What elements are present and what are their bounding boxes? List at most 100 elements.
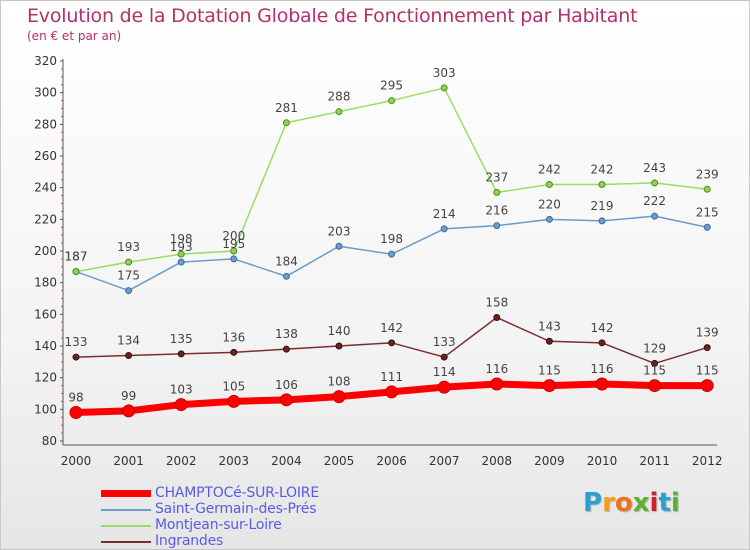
data-point-champtoce-sur-loire [227, 394, 241, 408]
chart-subtitle: (en € et par an) [27, 29, 122, 43]
data-label-ingrandes: 136 [222, 330, 245, 344]
data-label-ingrandes: 143 [538, 319, 561, 333]
data-label-champtoce-sur-loire: 114 [433, 365, 456, 379]
data-point-ingrandes [440, 353, 448, 361]
axes: 80 100 120 140 160 180 200 220 240 260 280 300 320 20… [34, 54, 722, 468]
data-label-saint-germain-des-pre-s: 193 [170, 240, 193, 254]
y-tick-label: 280 [34, 117, 57, 131]
logo-letter: i [670, 488, 680, 518]
data-point-montjean-sur-loire [388, 97, 396, 105]
logo-letter: i [649, 488, 659, 518]
data-label-ingrandes: 142 [591, 321, 614, 335]
data-label-montjean-sur-loire: 242 [591, 163, 614, 177]
data-label-champtoce-sur-loire: 99 [121, 389, 136, 403]
value-labels: 187 175 193 195 184 203 198 214 216 220 219 222 215 1… [65, 66, 719, 405]
x-tick-label: 2011 [639, 454, 670, 468]
data-point-saint-germain-des-pre-s [598, 217, 606, 225]
data-point-champtoce-sur-loire [174, 398, 188, 412]
data-label-montjean-sur-loire: 239 [696, 167, 719, 181]
y-tick-label: 160 [34, 307, 57, 321]
x-tick-label: 2008 [482, 454, 513, 468]
y-tick-label: 120 [34, 371, 57, 385]
data-label-montjean-sur-loire: 288 [328, 90, 351, 104]
series-group [69, 84, 714, 419]
data-point-montjean-sur-loire [440, 84, 448, 92]
x-tick-label: 2012 [692, 454, 723, 468]
data-label-ingrandes: 138 [275, 327, 298, 341]
data-point-champtoce-sur-loire [700, 379, 714, 393]
data-point-champtoce-sur-loire [595, 377, 609, 391]
data-label-ingrandes: 134 [117, 334, 140, 348]
data-label-saint-germain-des-pre-s: 222 [643, 194, 666, 208]
logo-letter: x [632, 488, 650, 518]
data-point-champtoce-sur-loire [122, 404, 136, 418]
data-label-saint-germain-des-pre-s: 187 [65, 250, 88, 264]
legend-label-saint-germain: Saint-Germain-des-Prés [155, 501, 317, 517]
x-tick-label: 2010 [587, 454, 618, 468]
data-label-champtoce-sur-loire: 98 [68, 391, 83, 405]
y-tick-label: 220 [34, 212, 57, 226]
data-label-champtoce-sur-loire: 111 [380, 370, 403, 384]
data-label-champtoce-sur-loire: 105 [222, 379, 245, 393]
y-tick-label: 140 [34, 339, 57, 353]
data-label-ingrandes: 139 [696, 326, 719, 340]
data-label-champtoce-sur-loire: 116 [485, 362, 508, 376]
legend-label-ingrandes: Ingrandes [155, 533, 224, 549]
data-point-saint-germain-des-pre-s [388, 250, 396, 258]
data-point-ingrandes [598, 339, 606, 347]
data-point-ingrandes [230, 348, 238, 356]
data-label-saint-germain-des-pre-s: 203 [328, 224, 351, 238]
data-label-ingrandes: 142 [380, 321, 403, 335]
data-label-montjean-sur-loire: 193 [117, 240, 140, 254]
data-point-saint-germain-des-pre-s [440, 225, 448, 233]
data-label-ingrandes: 158 [485, 296, 508, 310]
x-tick-label: 2000 [61, 454, 92, 468]
logo-letter: P [583, 488, 603, 518]
data-point-montjean-sur-loire [72, 268, 80, 276]
data-point-champtoce-sur-loire [69, 406, 83, 419]
data-point-montjean-sur-loire [177, 250, 185, 258]
data-point-ingrandes [545, 337, 553, 345]
data-label-saint-germain-des-pre-s: 214 [433, 207, 456, 221]
data-point-montjean-sur-loire [282, 119, 290, 127]
data-point-champtoce-sur-loire [437, 380, 451, 394]
data-point-saint-germain-des-pre-s [177, 258, 185, 266]
data-label-saint-germain-des-pre-s: 175 [117, 269, 140, 283]
x-tick-label: 2005 [324, 454, 355, 468]
data-point-ingrandes [282, 345, 290, 353]
legend-swatch-champtoce [101, 490, 151, 497]
logo-letter: t [658, 488, 671, 518]
y-tick-label: 260 [34, 149, 57, 163]
data-point-saint-germain-des-pre-s [651, 212, 659, 220]
data-label-montjean-sur-loire: 243 [643, 161, 666, 175]
data-label-champtoce-sur-loire: 115 [643, 364, 666, 378]
data-point-montjean-sur-loire [493, 188, 501, 196]
y-tick-label: 80 [42, 434, 57, 448]
chart-title: Evolution de la Dotation Globale de Fonc… [27, 5, 638, 27]
data-label-ingrandes: 133 [65, 335, 88, 349]
x-tick-label: 2004 [271, 454, 302, 468]
logo-letter: o [614, 488, 633, 518]
x-tick-label: 2006 [376, 454, 407, 468]
data-label-saint-germain-des-pre-s: 215 [696, 205, 719, 219]
data-point-ingrandes [493, 314, 501, 321]
data-point-ingrandes [388, 339, 396, 347]
data-point-saint-germain-des-pre-s [703, 223, 711, 231]
data-point-montjean-sur-loire [545, 181, 553, 188]
data-label-saint-germain-des-pre-s: 216 [485, 204, 508, 218]
proxiti-logo: Proxiti [583, 488, 680, 518]
x-tick-label: 2002 [166, 454, 197, 468]
data-label-montjean-sur-loire: 198 [170, 232, 193, 246]
data-point-saint-germain-des-pre-s [545, 215, 553, 223]
data-label-montjean-sur-loire: 187 [65, 250, 88, 264]
data-point-ingrandes [703, 344, 711, 352]
data-label-ingrandes: 140 [328, 324, 351, 338]
y-tick-label: 200 [34, 244, 57, 258]
legend-swatch-montjean [101, 525, 151, 527]
data-point-champtoce-sur-loire [490, 377, 504, 391]
data-point-saint-germain-des-pre-s [335, 242, 343, 250]
legend-label-champtoce: CHAMPTOCé-SUR-LOIRE [155, 485, 319, 501]
data-label-ingrandes: 129 [643, 341, 666, 355]
